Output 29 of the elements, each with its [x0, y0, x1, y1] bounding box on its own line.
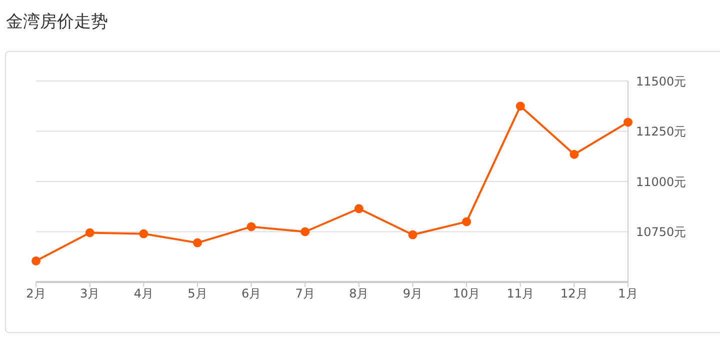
x-tick-label: 11月 — [506, 286, 534, 301]
point — [32, 256, 40, 266]
x-tick-label: 3月 — [80, 286, 100, 301]
point — [139, 229, 148, 238]
point — [246, 222, 256, 232]
x-tick-label: 9月 — [402, 286, 423, 301]
x-tick-label: 5月 — [188, 286, 208, 301]
x-tick-label: 4月 — [134, 286, 154, 301]
point — [300, 227, 310, 236]
x-tick-label: 10月 — [452, 286, 480, 301]
x-tick-label: 12月 — [560, 286, 588, 301]
point — [85, 228, 94, 238]
point — [570, 150, 579, 159]
x-tick-label: 7月 — [295, 286, 315, 301]
y-tick-label: 11500元 — [636, 74, 686, 88]
x-tick-label: 6月 — [241, 286, 262, 301]
y-tick-label: 11000元 — [636, 174, 686, 189]
point — [192, 238, 202, 248]
x-tick-label: 2月 — [26, 286, 46, 301]
point — [516, 102, 525, 111]
point — [354, 204, 364, 214]
y-tick-label: 11250元 — [636, 124, 686, 139]
point — [624, 118, 632, 127]
x-tick-label: 8月 — [349, 286, 369, 301]
point — [408, 230, 418, 240]
chart-title: 金湾房价走势 — [6, 11, 108, 33]
x-tick-label: 1月 — [618, 286, 638, 301]
point — [462, 217, 472, 226]
y-tick-label: 10750元 — [636, 225, 686, 240]
